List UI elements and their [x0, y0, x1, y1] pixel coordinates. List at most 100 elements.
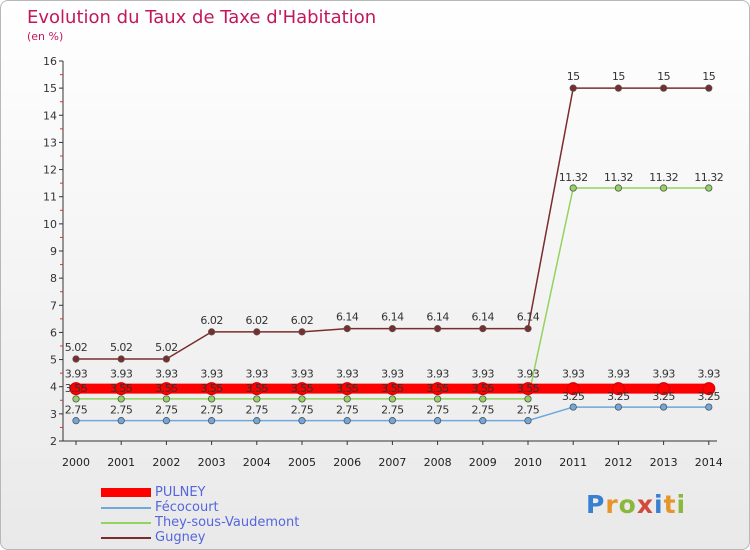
data-label: 6.02 — [246, 314, 269, 327]
data-point — [476, 382, 490, 396]
data-label: 5.02 — [110, 341, 133, 354]
data-label: 3.55 — [200, 382, 223, 395]
data-label: 3.55 — [155, 382, 178, 395]
data-label: 15 — [657, 70, 670, 83]
data-point — [298, 395, 306, 403]
data-label: 3.93 — [426, 368, 449, 381]
data-point — [659, 84, 668, 92]
x-tick-label: 2010 — [514, 456, 542, 469]
data-label: 2.75 — [517, 404, 540, 417]
data-point — [72, 417, 80, 425]
legend-item: They-sous-Vaudemont — [101, 515, 299, 530]
data-label: 2.75 — [155, 404, 178, 417]
x-tick-label: 2007 — [378, 456, 406, 469]
legend-item: PULNEY — [101, 485, 299, 500]
data-label: 3.55 — [472, 382, 495, 395]
y-tick-label: 12 — [43, 164, 57, 177]
data-point — [388, 417, 396, 425]
y-tick-label: 9 — [50, 245, 57, 258]
data-point — [253, 417, 261, 425]
legend-label: They-sous-Vaudemont — [155, 515, 300, 530]
data-label: 5.02 — [155, 341, 178, 354]
data-label: 3.55 — [426, 382, 449, 395]
data-label: 6.02 — [200, 314, 223, 327]
data-label: 3.93 — [336, 368, 359, 381]
data-label: 3.55 — [291, 382, 314, 395]
data-point — [159, 382, 173, 396]
data-label: 3.93 — [381, 368, 404, 381]
data-point — [569, 184, 577, 192]
y-tick-label: 2 — [50, 435, 57, 448]
data-label: 3.93 — [517, 368, 540, 381]
data-point — [162, 395, 170, 403]
proxiti-logo: Proxiti — [586, 490, 687, 519]
x-tick-label: 2002 — [152, 456, 180, 469]
x-tick-label: 2012 — [604, 456, 632, 469]
x-tick-label: 2000 — [62, 456, 90, 469]
y-tick-label: 11 — [43, 191, 57, 204]
data-label: 3.93 — [65, 368, 88, 381]
data-label: 3.93 — [607, 368, 630, 381]
data-point — [343, 325, 351, 333]
y-tick-label: 10 — [43, 218, 57, 231]
data-label: 11.32 — [559, 171, 588, 184]
data-label: 3.93 — [246, 368, 269, 381]
x-tick-label: 2001 — [107, 456, 135, 469]
legend-swatch — [101, 536, 151, 539]
data-point — [705, 403, 713, 411]
data-label: 6.14 — [426, 311, 449, 324]
x-tick-label: 2008 — [424, 456, 452, 469]
data-point — [524, 395, 532, 403]
data-label: 3.93 — [652, 368, 675, 381]
data-point — [705, 184, 713, 192]
data-label: 11.32 — [649, 171, 678, 184]
legend-swatch — [101, 488, 151, 497]
data-label: 3.55 — [246, 382, 269, 395]
legend-label: Gugney — [155, 530, 206, 545]
y-tick-label: 3 — [50, 408, 57, 421]
data-label: 15 — [612, 70, 625, 83]
data-point — [250, 382, 264, 396]
x-tick-label: 2004 — [243, 456, 271, 469]
data-point — [253, 328, 261, 336]
legend-swatch — [101, 521, 151, 524]
data-label: 2.75 — [65, 404, 88, 417]
data-point — [298, 328, 306, 336]
data-point — [569, 403, 577, 411]
data-label: 15 — [567, 70, 580, 83]
data-point — [388, 395, 396, 403]
y-tick-label: 8 — [50, 272, 57, 285]
data-point — [72, 395, 80, 403]
data-point — [114, 382, 128, 396]
data-label: 3.93 — [562, 368, 585, 381]
y-tick-label: 13 — [43, 136, 57, 149]
x-tick-label: 2013 — [650, 456, 678, 469]
data-label: 3.55 — [381, 382, 404, 395]
data-point — [433, 417, 442, 425]
y-tick-label: 14 — [43, 109, 57, 122]
legend-label: PULNEY — [155, 485, 206, 500]
data-point — [479, 417, 487, 425]
x-tick-label: 2003 — [198, 456, 226, 469]
data-point — [614, 84, 623, 92]
data-point — [340, 382, 354, 396]
x-tick-label: 2009 — [469, 456, 497, 469]
x-tick-label: 2011 — [559, 456, 587, 469]
data-label: 11.32 — [694, 171, 723, 184]
x-tick-label: 2014 — [695, 456, 723, 469]
data-label: 3.55 — [65, 382, 88, 395]
data-label: 6.14 — [381, 311, 404, 324]
data-point — [388, 325, 396, 333]
chart-subtitle: (en %) — [27, 30, 64, 43]
data-label: 2.75 — [200, 404, 223, 417]
data-point — [162, 355, 170, 363]
data-label: 6.14 — [517, 311, 540, 324]
data-point — [343, 395, 351, 403]
data-point — [343, 417, 351, 425]
data-label: 2.75 — [426, 404, 449, 417]
data-label: 15 — [702, 70, 715, 83]
data-point — [614, 184, 623, 192]
data-point — [659, 403, 668, 411]
y-tick-label: 15 — [43, 82, 57, 95]
legend-item: Gugney — [101, 530, 299, 545]
